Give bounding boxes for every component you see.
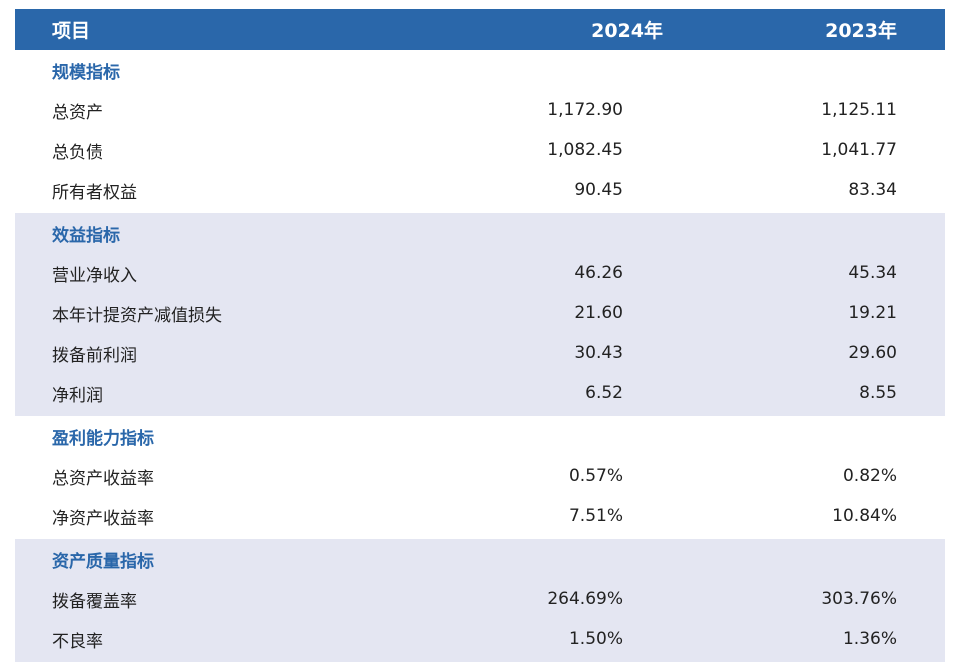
- value-2024: 0.57%: [568, 466, 623, 486]
- value-2023: 19.21: [848, 303, 897, 323]
- value-2023: 1,041.77: [821, 140, 897, 160]
- table-row: 所有者权益 90.45 83.34: [15, 170, 945, 210]
- table-row: 拨备前利润 30.43 29.60: [15, 333, 945, 373]
- section-title: 资产质量指标: [52, 551, 154, 572]
- section-asset-quality: 资产质量指标 拨备覆盖率 264.69% 303.76% 不良率 1.50% 1…: [15, 539, 945, 662]
- value-2024: 1,172.90: [547, 100, 623, 120]
- value-2023: 29.60: [848, 343, 897, 363]
- value-2024: 1.50%: [568, 629, 623, 649]
- table-row: 本年计提资产减值损失 21.60 19.21: [15, 293, 945, 333]
- value-2023: 45.34: [848, 263, 897, 283]
- row-label: 拨备覆盖率: [52, 591, 137, 612]
- value-2024: 21.60: [574, 303, 623, 323]
- header-2024: 2024年: [591, 20, 663, 42]
- row-label: 营业净收入: [52, 265, 137, 286]
- value-2024: 90.45: [574, 180, 623, 200]
- table-row: 拨备覆盖率 264.69% 303.76%: [15, 579, 945, 619]
- table-row: 净利润 6.52 8.55: [15, 373, 945, 413]
- value-2024: 46.26: [574, 263, 623, 283]
- row-label: 总资产收益率: [52, 468, 154, 489]
- value-2023: 10.84%: [832, 506, 897, 526]
- value-2023: 1.36%: [842, 629, 897, 649]
- row-label: 总资产: [52, 102, 103, 123]
- table-row: 净资产收益率 7.51% 10.84%: [15, 496, 945, 536]
- row-label: 不良率: [52, 631, 103, 652]
- header-2023: 2023年: [825, 20, 897, 42]
- value-2024: 30.43: [574, 343, 623, 363]
- section-profitability: 盈利能力指标 总资产收益率 0.57% 0.82% 净资产收益率 7.51% 1…: [15, 416, 945, 539]
- row-label: 所有者权益: [52, 182, 137, 203]
- section-title: 效益指标: [52, 225, 120, 246]
- table-row: 总资产 1,172.90 1,125.11: [15, 90, 945, 130]
- section-title: 盈利能力指标: [52, 428, 154, 449]
- value-2023: 83.34: [848, 180, 897, 200]
- table-row: 总负债 1,082.45 1,041.77: [15, 130, 945, 170]
- row-label: 净利润: [52, 385, 103, 406]
- section-benefit: 效益指标 营业净收入 46.26 45.34 本年计提资产减值损失 21.60 …: [15, 213, 945, 416]
- table-header: 项目 2024年 2023年: [15, 9, 945, 50]
- financial-indicators-table: 项目 2024年 2023年 规模指标 总资产 1,172.90 1,125.1…: [15, 9, 945, 662]
- value-2024: 6.52: [585, 383, 623, 403]
- table-row: 总资产收益率 0.57% 0.82%: [15, 456, 945, 496]
- value-2024: 7.51%: [568, 506, 623, 526]
- value-2023: 303.76%: [821, 589, 897, 609]
- row-label: 拨备前利润: [52, 345, 137, 366]
- value-2024: 264.69%: [547, 589, 623, 609]
- value-2023: 8.55: [859, 383, 897, 403]
- header-item: 项目: [52, 20, 91, 42]
- section-title: 规模指标: [52, 62, 120, 83]
- value-2023: 1,125.11: [821, 100, 897, 120]
- value-2023: 0.82%: [842, 466, 897, 486]
- row-label: 本年计提资产减值损失: [52, 305, 222, 326]
- table-row: 不良率 1.50% 1.36%: [15, 619, 945, 659]
- row-label: 总负债: [52, 142, 103, 163]
- table-row: 营业净收入 46.26 45.34: [15, 253, 945, 293]
- section-scale: 规模指标 总资产 1,172.90 1,125.11 总负债 1,082.45 …: [15, 50, 945, 213]
- row-label: 净资产收益率: [52, 508, 154, 529]
- value-2024: 1,082.45: [547, 140, 623, 160]
